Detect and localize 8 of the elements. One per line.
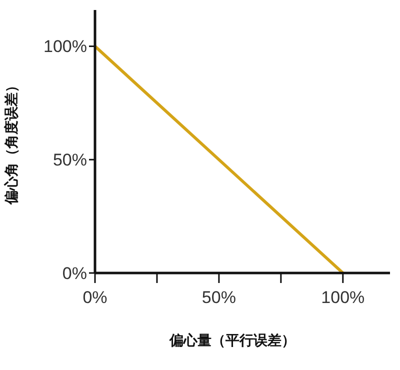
x-tick-label: 50% — [202, 288, 236, 307]
y-tick-label: 0% — [62, 264, 87, 283]
y-tick-label: 50% — [52, 150, 87, 170]
x-axis-title: 偏心量（平行误差） — [168, 332, 296, 348]
y-axis-title: 偏心角（角度误差） — [3, 78, 19, 206]
x-tick-label: 0% — [82, 288, 108, 307]
x-tick-label: 100% — [321, 288, 365, 307]
y-tick-label: 100% — [44, 37, 87, 56]
